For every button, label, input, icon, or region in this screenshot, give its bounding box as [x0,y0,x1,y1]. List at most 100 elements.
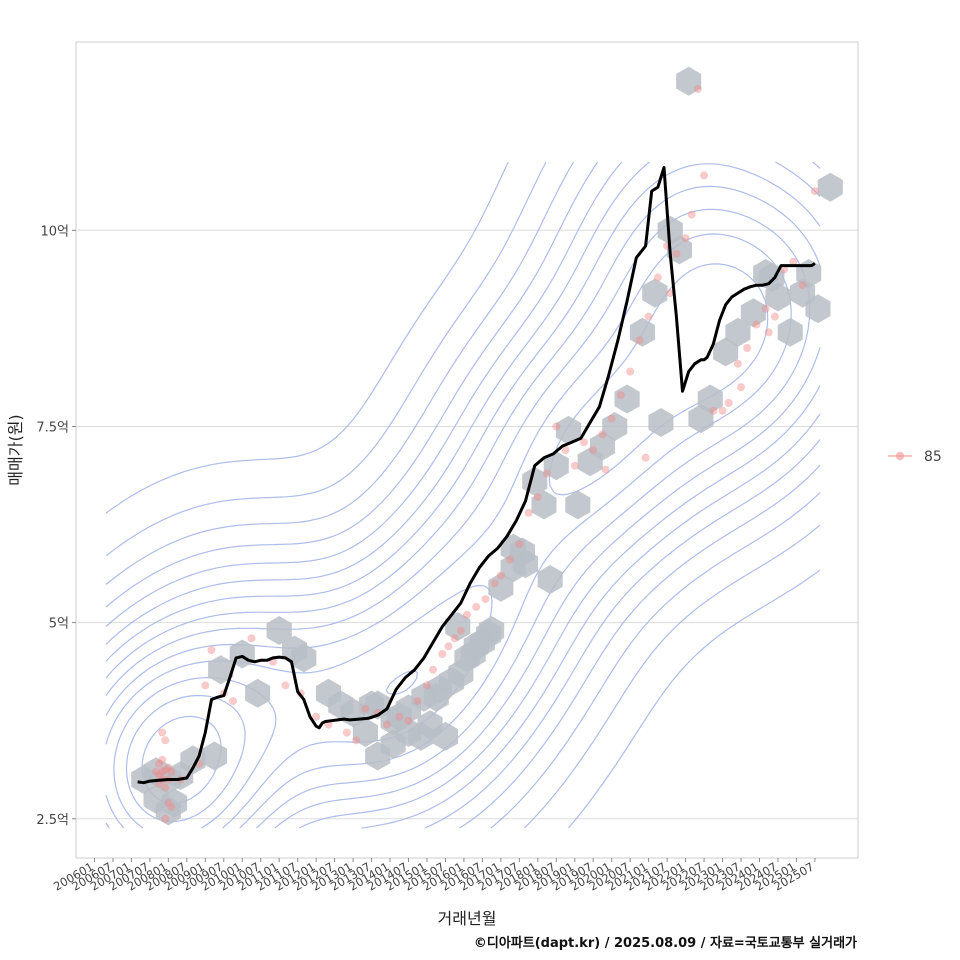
data-point [161,736,170,745]
hexbin [556,415,582,445]
hexbin [777,317,803,347]
data-point [687,210,696,219]
data-point [413,697,422,706]
data-point [161,783,170,792]
hexbin [725,317,751,347]
data-point [718,406,727,415]
hexbin [537,565,563,594]
data-point [444,642,453,651]
data-point [653,273,662,282]
data-point [456,626,465,635]
data-point [161,814,170,823]
data-point [724,398,733,407]
data-point [158,767,167,776]
hexbin [208,655,234,685]
y-tick-label: 7.5억 [36,420,69,435]
hexbin [642,278,668,308]
data-point [429,665,438,674]
data-point [158,755,167,764]
data-point [229,697,237,706]
data-point [395,712,404,721]
hexbin [488,572,514,602]
hexbin [352,718,378,747]
data-point [589,446,598,454]
data-point [641,453,650,462]
data-point [743,344,752,352]
y-axis: 2.5억 5억 7.5억 10억 [36,224,76,828]
hexbin [543,451,569,481]
hexbin-layer [131,66,843,826]
data-point [496,571,505,580]
data-point [481,595,490,604]
data-point [161,766,170,775]
caption: ©디아파트(dapt.kr) / 2025.08.09 / 자료=국토교통부 실… [474,935,857,951]
hexbin [648,408,674,437]
hexbin [282,635,308,665]
data-point [601,465,610,474]
hexbin [805,294,831,324]
data-point [533,493,542,502]
data-point [201,681,210,690]
data-point [515,540,524,549]
data-point [463,610,471,619]
hexbin [589,431,615,461]
data-point [164,799,173,808]
data-point [155,771,164,780]
density-contour [105,161,821,829]
data-point [281,681,290,690]
data-point [404,716,413,725]
hexbin [531,490,557,520]
hexbin [666,235,692,265]
data-point [681,234,690,243]
data-point [770,312,779,321]
hexbin [266,616,292,645]
hexbin [445,612,471,641]
density-contour [125,694,246,823]
data-point [312,712,321,721]
data-point [472,602,481,611]
data-point [361,704,370,713]
data-point [552,422,561,431]
data-point [207,646,216,655]
data-point [561,446,570,454]
data-point [810,187,819,196]
trend-line-layer [137,166,816,785]
y-axis-title: 매매가(원) [6,414,25,485]
data-point [155,759,164,768]
y-tick-label: 2.5억 [36,813,69,828]
trend-line [137,166,816,785]
data-point [780,265,789,274]
plot-panel [75,41,859,859]
data-point [752,320,761,329]
data-point [342,728,351,737]
data-point [761,304,770,313]
data-point [450,634,459,643]
hexbin [697,384,723,414]
legend: 85 [888,449,942,465]
hexbin [479,616,505,645]
data-point [737,383,745,392]
x-axis-title: 거래년월 [438,909,497,928]
data-point [570,461,579,470]
data-point [693,85,702,94]
data-point [607,414,616,423]
data-point [580,438,588,447]
data-point [733,359,742,368]
hexbin [202,741,228,771]
data-point [626,367,635,376]
data-point [490,579,499,588]
data-point [352,736,361,745]
data-point [789,257,798,266]
density-contour [105,161,821,829]
hexbin [676,66,702,96]
data-point [247,634,256,643]
data-point [383,720,391,729]
hexbin [740,298,766,328]
hexbin [386,702,412,732]
data-point [709,406,718,415]
hexbin [509,537,535,567]
legend-key-point [895,451,905,461]
data-point [700,171,709,180]
hexbin [602,412,628,441]
